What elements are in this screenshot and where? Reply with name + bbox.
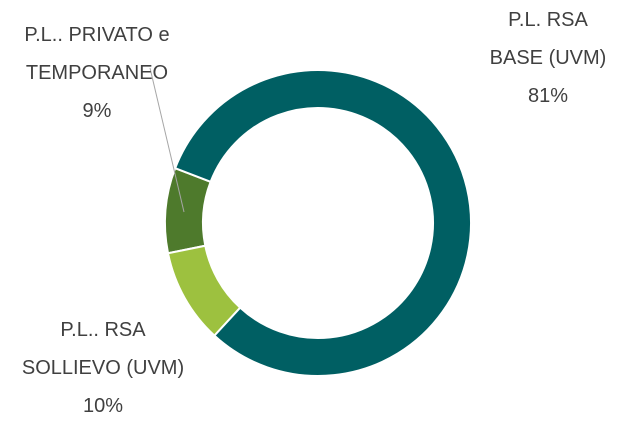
category-label: P.L.. PRIVATO e TEMPORANEO bbox=[24, 24, 170, 84]
value-label: 9% bbox=[82, 100, 112, 122]
category-label: P.L. RSA BASE (UVM) bbox=[489, 9, 607, 69]
label: P.L.. RSA SOLLIEVO (UVM) 10% bbox=[0, 311, 213, 425]
leader-line bbox=[149, 67, 185, 213]
label: P.L.. PRIVATO e TEMPORANEO 9% bbox=[0, 16, 207, 130]
donut-segment bbox=[173, 69, 472, 377]
category-label: P.L.. RSA SOLLIEVO (UVM) bbox=[21, 319, 185, 379]
value-label: 10% bbox=[82, 395, 124, 417]
value-label: 81% bbox=[527, 85, 569, 107]
label: P.L. RSA BASE (UVM) 81% bbox=[438, 1, 620, 115]
donut-segment bbox=[166, 244, 242, 338]
donut-segment bbox=[164, 166, 212, 255]
